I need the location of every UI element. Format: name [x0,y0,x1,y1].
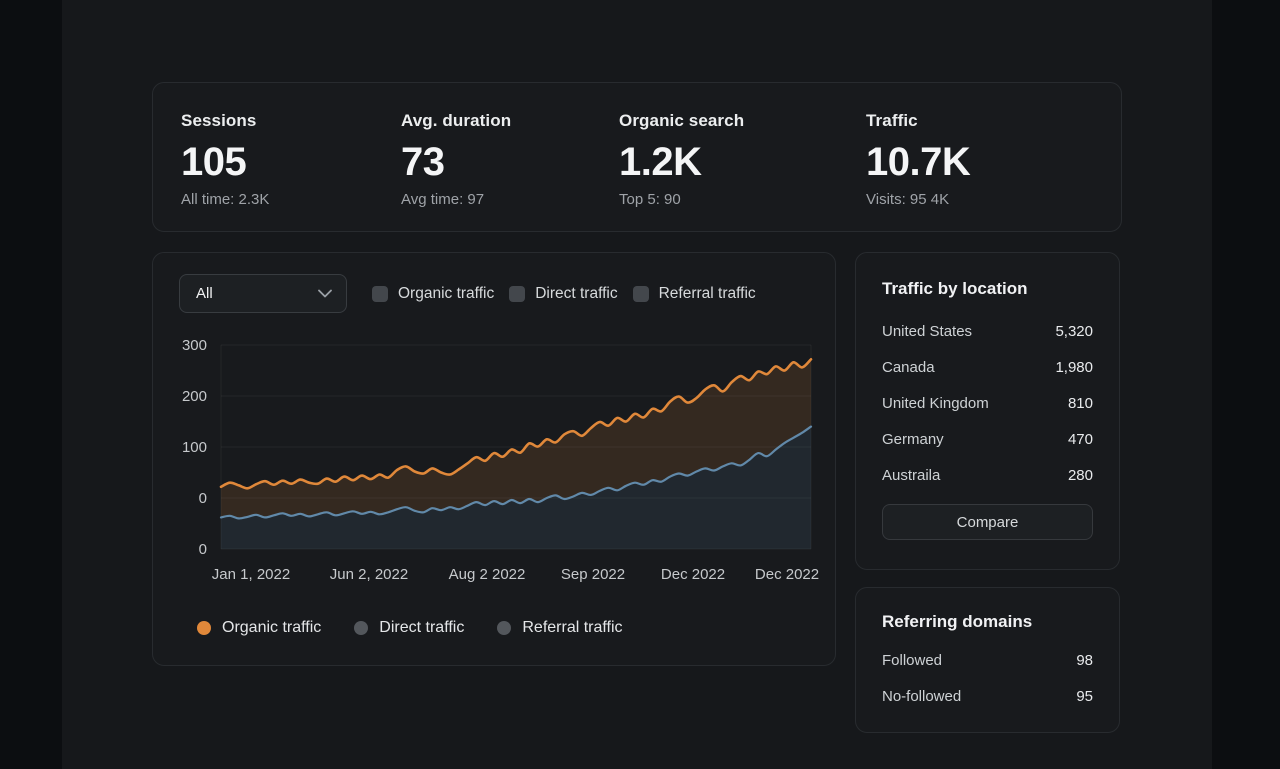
svg-text:Jan 1, 2022: Jan 1, 2022 [212,566,290,583]
svg-text:100: 100 [182,439,207,456]
list-item: Germany 470 [882,421,1093,457]
stat-value: 105 [181,140,247,184]
list-item: Austraila 280 [882,457,1093,493]
dropdown-selected-value: All [196,285,213,302]
chart-controls: All Organic traffic Direct traffic Refer… [179,274,771,313]
location-name: United Kingdom [882,394,989,412]
list-item: No-followed 95 [882,678,1093,714]
card-title: Referring domains [882,612,1033,631]
referring-list: Followed 98 No-followed 95 [882,642,1093,714]
list-item: Followed 98 [882,642,1093,678]
stat-label: Organic search [619,111,745,130]
stat-label: Avg. duration [401,111,512,130]
list-item: United States 5,320 [882,313,1093,349]
svg-text:0: 0 [199,490,207,507]
traffic-filter-dropdown[interactable]: All [179,274,347,313]
stat-subtext: Visits: 95 4K [866,191,950,208]
stat-value: 1.2K [619,140,702,184]
svg-text:0: 0 [199,541,207,558]
compare-button[interactable]: Compare [882,504,1093,540]
svg-text:Sep 2022: Sep 2022 [561,566,625,583]
location-value: 1,980 [1055,358,1093,376]
traffic-chart-card: All Organic traffic Direct traffic Refer… [152,252,836,666]
stat-value: 73 [401,140,445,184]
svg-text:Dec 2022: Dec 2022 [755,566,819,583]
checkbox-organic-traffic[interactable]: Organic traffic [372,285,494,303]
legend-dot-icon [497,621,512,635]
svg-text:Aug 2 2022: Aug 2 2022 [449,566,526,583]
chevron-down-icon [318,285,332,303]
location-name: Germany [882,430,944,448]
checkbox-label: Organic traffic [398,284,495,302]
stat-subtext: Avg time: 97 [401,191,485,208]
checkbox-icon[interactable] [509,285,526,302]
legend-label: Referral traffic [522,619,623,636]
stat-subtext: Top 5: 90 [619,191,681,208]
location-value: 810 [1067,394,1093,412]
checkbox-referral-traffic[interactable]: Referral traffic [632,284,756,303]
card-title: Traffic by location [882,279,1028,298]
domain-type: No-followed [882,687,962,705]
list-item: Canada 1,980 [882,349,1093,385]
legend-dot-icon [354,621,369,635]
legend-item-direct[interactable]: Direct traffic [354,619,464,637]
svg-text:200: 200 [182,388,207,405]
location-value: 280 [1067,466,1093,484]
location-list: United States 5,320 Canada 1,980 United … [882,313,1093,493]
domain-type: Followed [882,651,943,669]
domain-count: 95 [1076,687,1093,705]
stat-avg-duration: Avg. duration 73 Avg time: 97 [401,111,619,231]
checkbox-icon[interactable] [632,285,649,302]
location-name: Austraila [882,466,941,484]
location-value: 5,320 [1055,322,1093,340]
checkbox-direct-traffic[interactable]: Direct traffic [509,284,618,303]
stats-summary-card: Sessions 105 All time: 2.3K Avg. duratio… [152,82,1122,232]
legend-label: Direct traffic [379,619,465,636]
location-name: Canada [882,358,935,376]
stat-label: Sessions [181,111,257,130]
checkbox-icon[interactable] [372,285,388,302]
domain-count: 98 [1076,651,1093,669]
chart-legend: Organic traffic Direct traffic Referral … [197,619,656,637]
location-value: 470 [1067,430,1093,448]
svg-text:Dec 2022: Dec 2022 [661,566,725,583]
legend-label: Organic traffic [222,619,322,636]
traffic-area-chart[interactable]: 300 200 100 0 0 Jan 1, 2022 Jun 2, 2022 Aug 2 2… [171,333,819,585]
legend-dot-icon [197,621,211,635]
stat-organic-search: Organic search 1.2K Top 5: 90 [619,111,866,231]
stat-subtext: All time: 2.3K [181,191,270,208]
traffic-by-location-card: Traffic by location United States 5,320 … [855,252,1120,570]
location-name: United States [882,322,973,340]
checkbox-label: Referral traffic [658,284,756,302]
referring-domains-card: Referring domains Followed 98 No-followe… [855,587,1120,733]
stat-label: Traffic [866,111,918,130]
stat-value: 10.7K [866,140,971,184]
svg-text:Jun 2, 2022: Jun 2, 2022 [330,566,408,583]
stat-sessions: Sessions 105 All time: 2.3K [181,111,401,231]
svg-text:300: 300 [182,337,207,354]
legend-item-organic[interactable]: Organic traffic [197,619,321,637]
stat-traffic: Traffic 10.7K Visits: 95 4K [866,111,971,231]
list-item: United Kingdom 810 [882,385,1093,421]
legend-item-referral[interactable]: Referral traffic [497,619,623,637]
checkbox-label: Direct traffic [535,284,618,302]
